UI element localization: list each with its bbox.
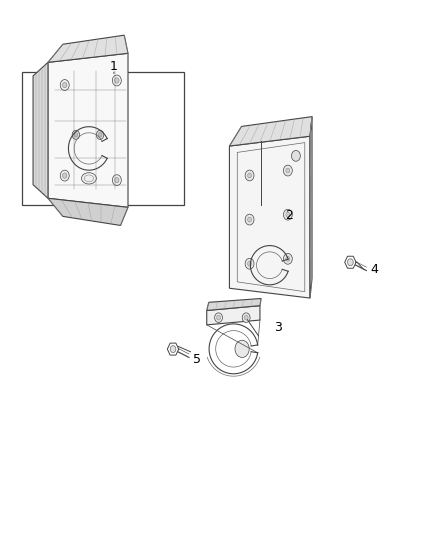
Polygon shape	[310, 117, 312, 298]
Bar	[22, 72, 184, 205]
Polygon shape	[48, 53, 128, 207]
Circle shape	[60, 170, 69, 181]
Circle shape	[348, 259, 353, 265]
Circle shape	[113, 75, 121, 86]
Circle shape	[286, 212, 290, 217]
Text: 2: 2	[285, 209, 293, 222]
Polygon shape	[33, 62, 48, 198]
Polygon shape	[207, 305, 260, 325]
Circle shape	[244, 315, 248, 320]
Circle shape	[74, 133, 78, 137]
Circle shape	[215, 313, 223, 322]
Polygon shape	[230, 136, 310, 298]
Circle shape	[96, 130, 104, 140]
Circle shape	[216, 315, 221, 320]
Circle shape	[63, 82, 67, 88]
Circle shape	[247, 217, 251, 222]
Circle shape	[242, 313, 250, 322]
Circle shape	[291, 150, 300, 161]
Circle shape	[245, 214, 254, 225]
Circle shape	[247, 261, 251, 266]
Circle shape	[235, 340, 249, 358]
Circle shape	[115, 177, 119, 183]
Circle shape	[98, 133, 102, 137]
Polygon shape	[230, 117, 312, 146]
Polygon shape	[48, 35, 128, 62]
Circle shape	[283, 253, 292, 264]
Circle shape	[247, 173, 251, 178]
Circle shape	[115, 78, 119, 83]
Text: 3: 3	[274, 321, 282, 334]
Circle shape	[245, 259, 254, 269]
Circle shape	[113, 175, 121, 185]
Text: 5: 5	[193, 353, 201, 366]
Circle shape	[170, 346, 176, 353]
Circle shape	[60, 79, 69, 91]
Polygon shape	[207, 298, 261, 310]
Polygon shape	[48, 198, 128, 225]
Text: 1: 1	[110, 60, 118, 73]
Circle shape	[72, 130, 80, 140]
Circle shape	[286, 256, 290, 261]
Circle shape	[245, 170, 254, 181]
Circle shape	[283, 209, 292, 220]
Text: 4: 4	[371, 263, 378, 276]
Circle shape	[63, 173, 67, 179]
Circle shape	[286, 168, 290, 173]
Circle shape	[283, 165, 292, 176]
Ellipse shape	[81, 173, 96, 184]
